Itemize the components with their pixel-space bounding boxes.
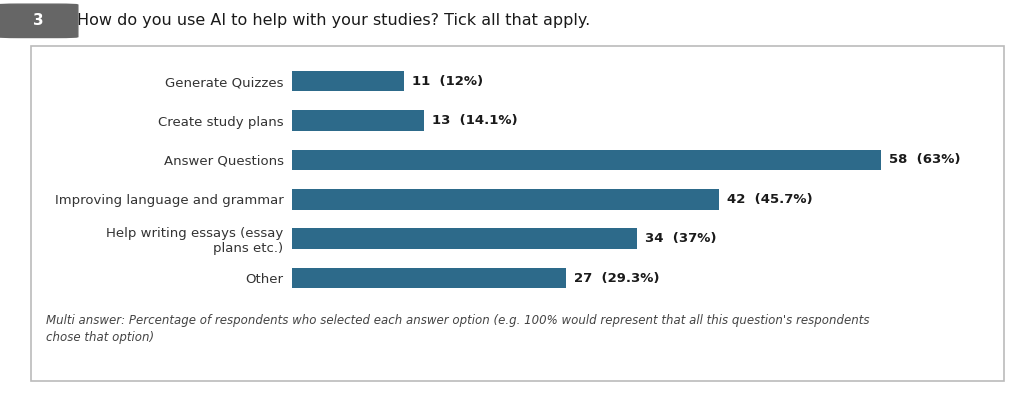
Bar (292, 71, 403, 91)
Text: 34  (37%): 34 (37%) (645, 232, 717, 245)
Text: 27  (29.3%): 27 (29.3%) (574, 272, 659, 285)
FancyBboxPatch shape (0, 4, 78, 38)
Text: 42  (45.7%): 42 (45.7%) (727, 193, 812, 206)
Text: Multi answer: Percentage of respondents who selected each answer option (e.g. 10: Multi answer: Percentage of respondents … (46, 314, 869, 344)
Text: How do you use AI to help with your studies? Tick all that apply.: How do you use AI to help with your stud… (77, 13, 590, 27)
Text: 3: 3 (33, 13, 43, 27)
Text: 58  (63%): 58 (63%) (889, 154, 961, 166)
Bar (292, 229, 637, 249)
Bar (292, 189, 719, 210)
Bar (292, 268, 566, 288)
Bar (292, 110, 424, 131)
Text: 11  (12%): 11 (12%) (412, 75, 483, 88)
Bar (292, 150, 882, 170)
Text: 13  (14.1%): 13 (14.1%) (432, 114, 518, 127)
